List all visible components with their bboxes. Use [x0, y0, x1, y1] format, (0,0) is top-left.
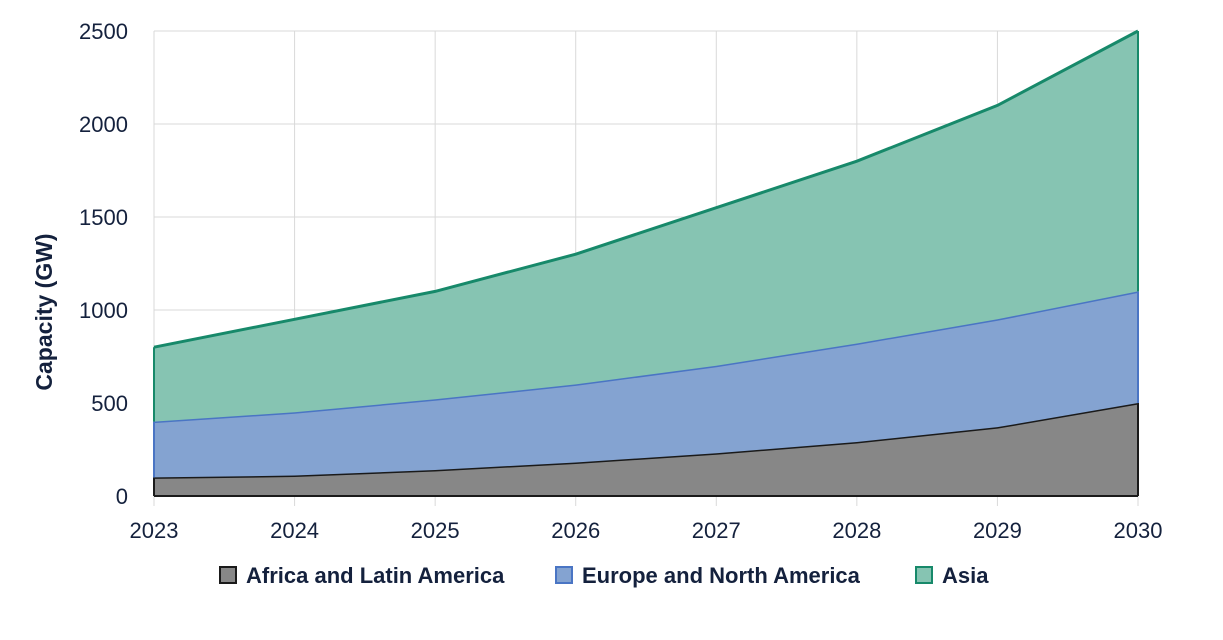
- x-tick-label: 2029: [973, 518, 1022, 543]
- x-tick-label: 2030: [1114, 518, 1163, 543]
- y-tick-label: 1500: [79, 205, 128, 230]
- series-line-2: [153, 29, 1139, 349]
- legend-label: Europe and North America: [582, 563, 861, 588]
- x-tick-label: 2026: [551, 518, 600, 543]
- y-tick-label: 500: [91, 391, 128, 416]
- x-tick-label: 2027: [692, 518, 741, 543]
- legend-label: Asia: [942, 563, 989, 588]
- y-tick-label: 1000: [79, 298, 128, 323]
- legend-swatch: [915, 566, 933, 584]
- legend-label: Africa and Latin America: [246, 563, 505, 588]
- y-axis-label: Capacity (GW): [31, 233, 57, 390]
- y-tick-label: 0: [116, 484, 128, 509]
- y-tick-label: 2000: [79, 112, 128, 137]
- x-tick-label: 2024: [270, 518, 319, 543]
- x-tick-label: 2023: [130, 518, 179, 543]
- legend-swatch: [219, 566, 237, 584]
- legend-swatch: [555, 566, 573, 584]
- y-tick-label: 2500: [79, 19, 128, 44]
- area-asia: [154, 31, 1138, 422]
- x-tick-label: 2028: [832, 518, 881, 543]
- x-tick-label: 2025: [411, 518, 460, 543]
